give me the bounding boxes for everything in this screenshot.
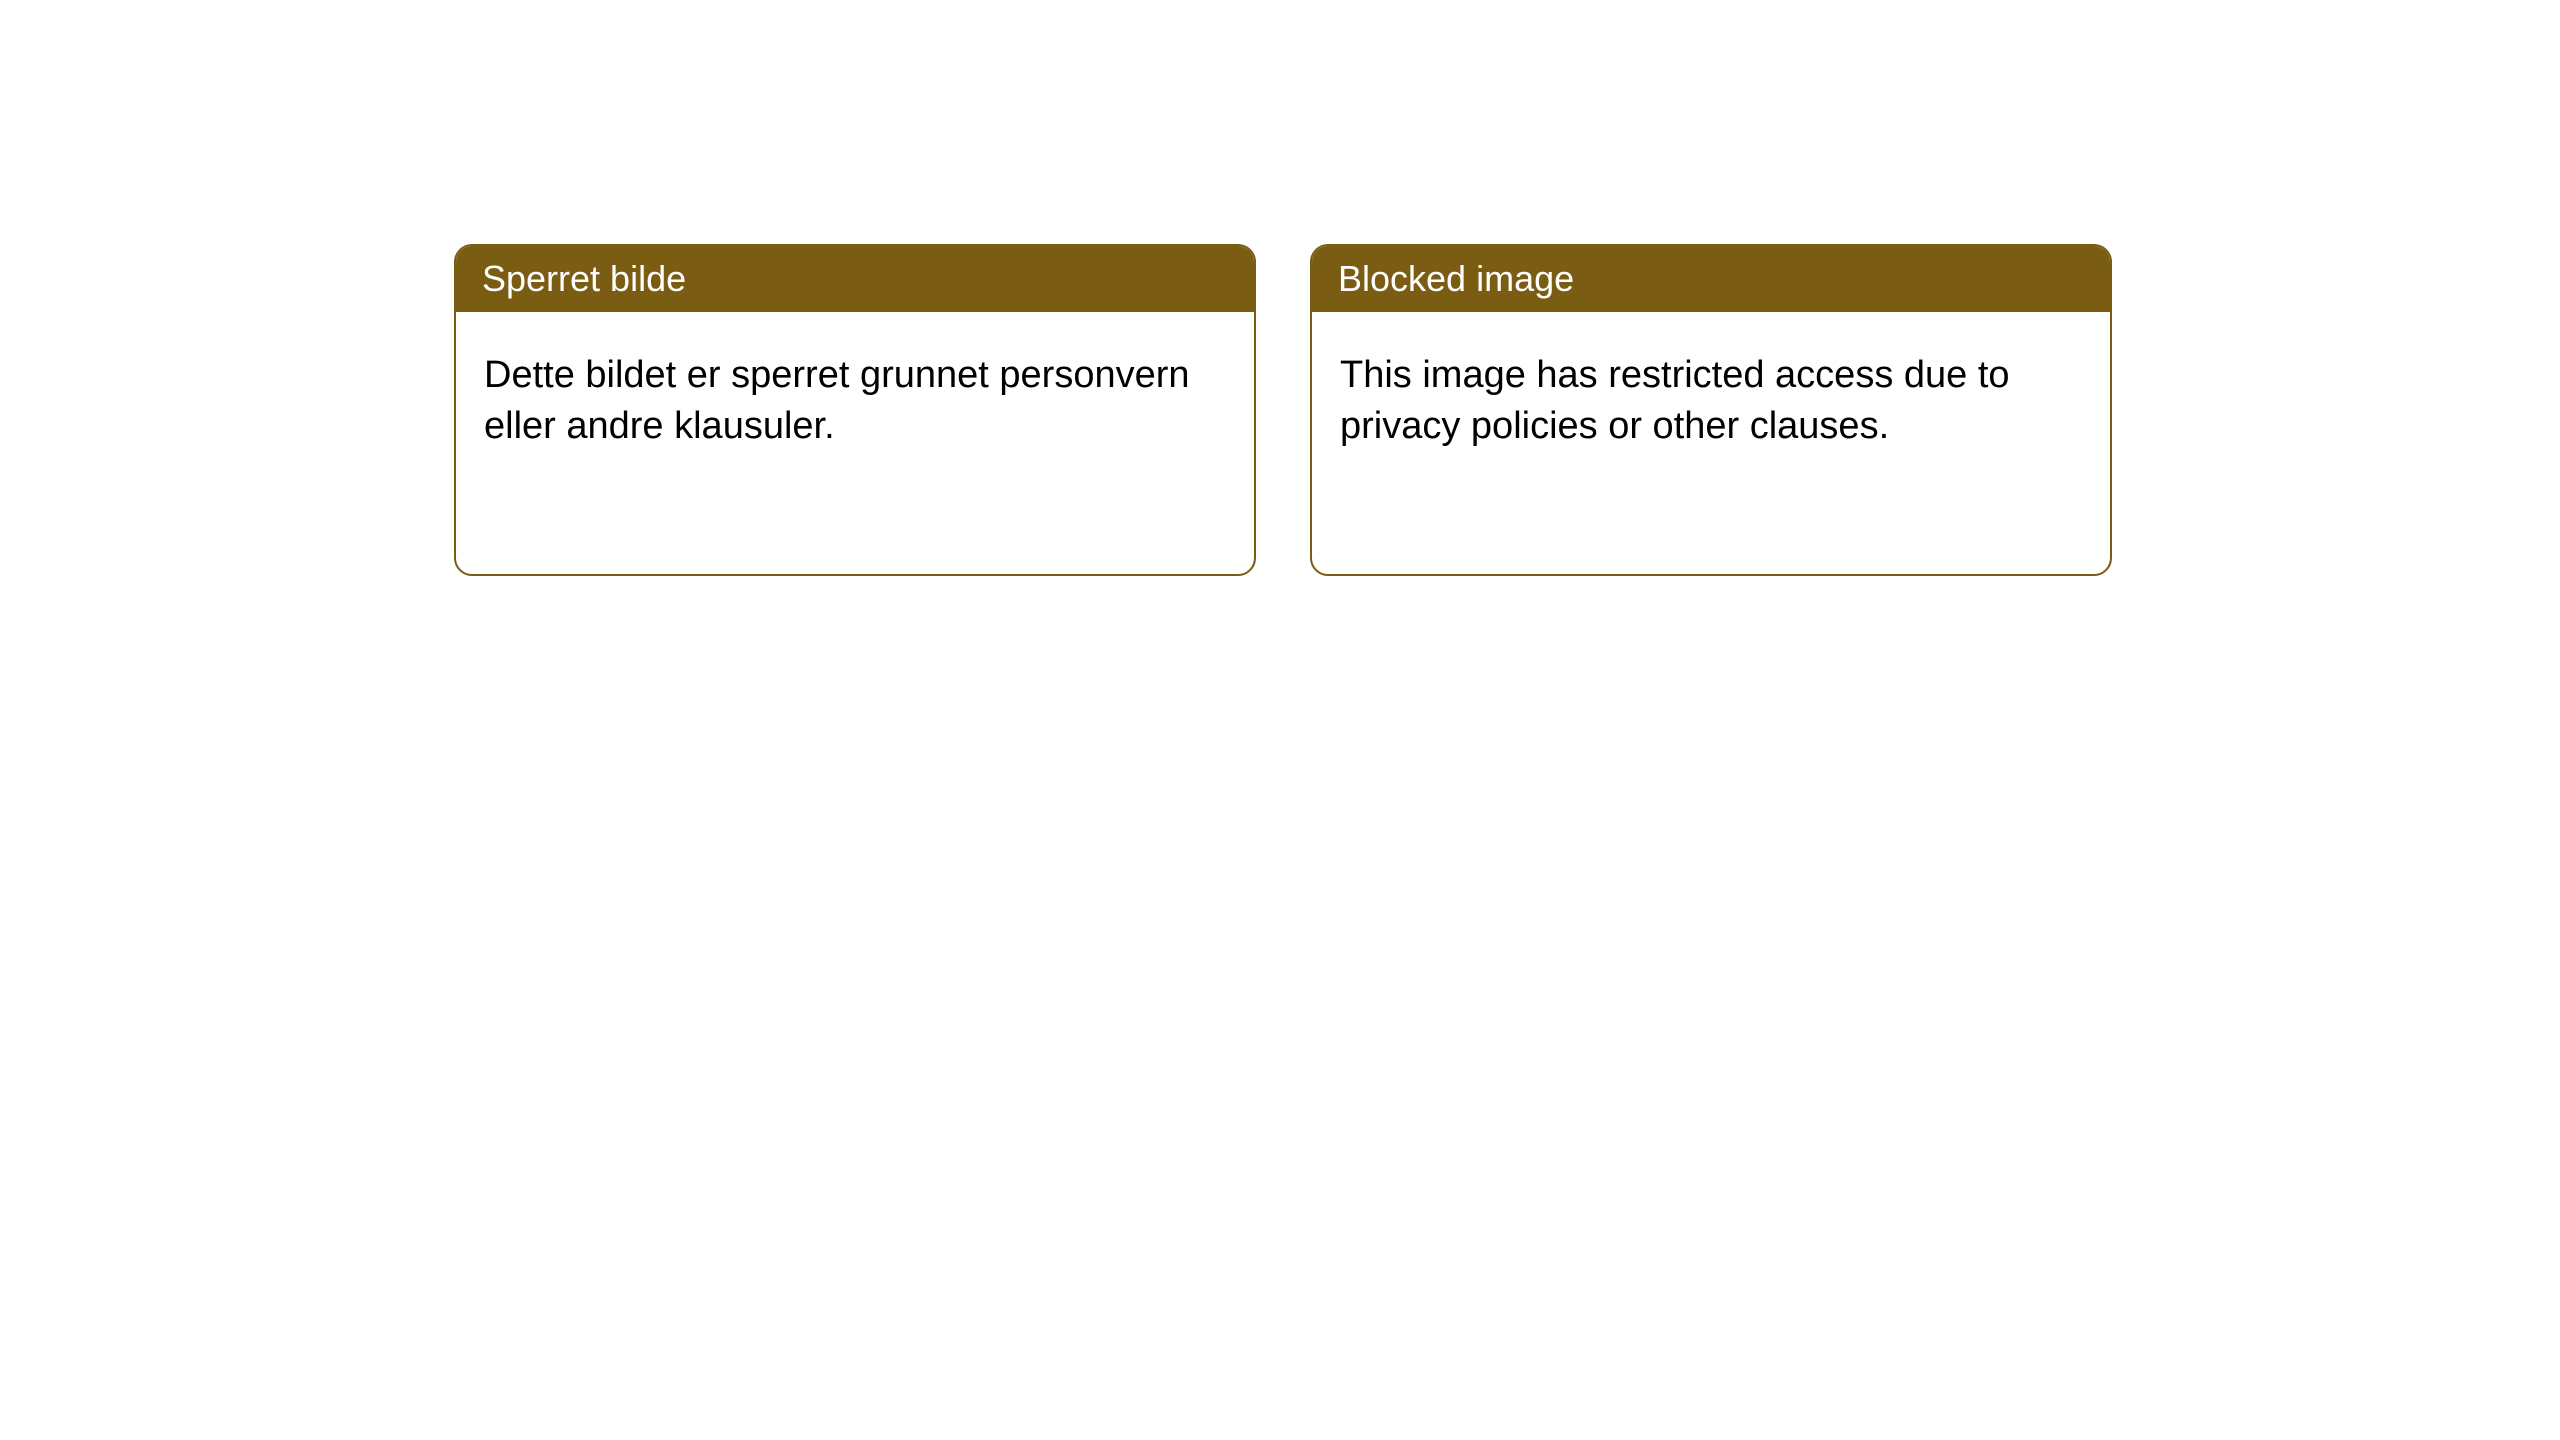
cards-container: Sperret bilde Dette bildet er sperret gr… [454, 244, 2112, 576]
card-norwegian: Sperret bilde Dette bildet er sperret gr… [454, 244, 1256, 576]
card-header-text: Sperret bilde [482, 258, 686, 299]
card-body-norwegian: Dette bildet er sperret grunnet personve… [456, 312, 1254, 491]
card-body-text: Dette bildet er sperret grunnet personve… [484, 354, 1190, 447]
card-body-english: This image has restricted access due to … [1312, 312, 2110, 491]
card-body-text: This image has restricted access due to … [1340, 354, 2010, 447]
card-header-text: Blocked image [1338, 258, 1574, 299]
card-english: Blocked image This image has restricted … [1310, 244, 2112, 576]
card-header-norwegian: Sperret bilde [456, 246, 1254, 312]
card-header-english: Blocked image [1312, 246, 2110, 312]
